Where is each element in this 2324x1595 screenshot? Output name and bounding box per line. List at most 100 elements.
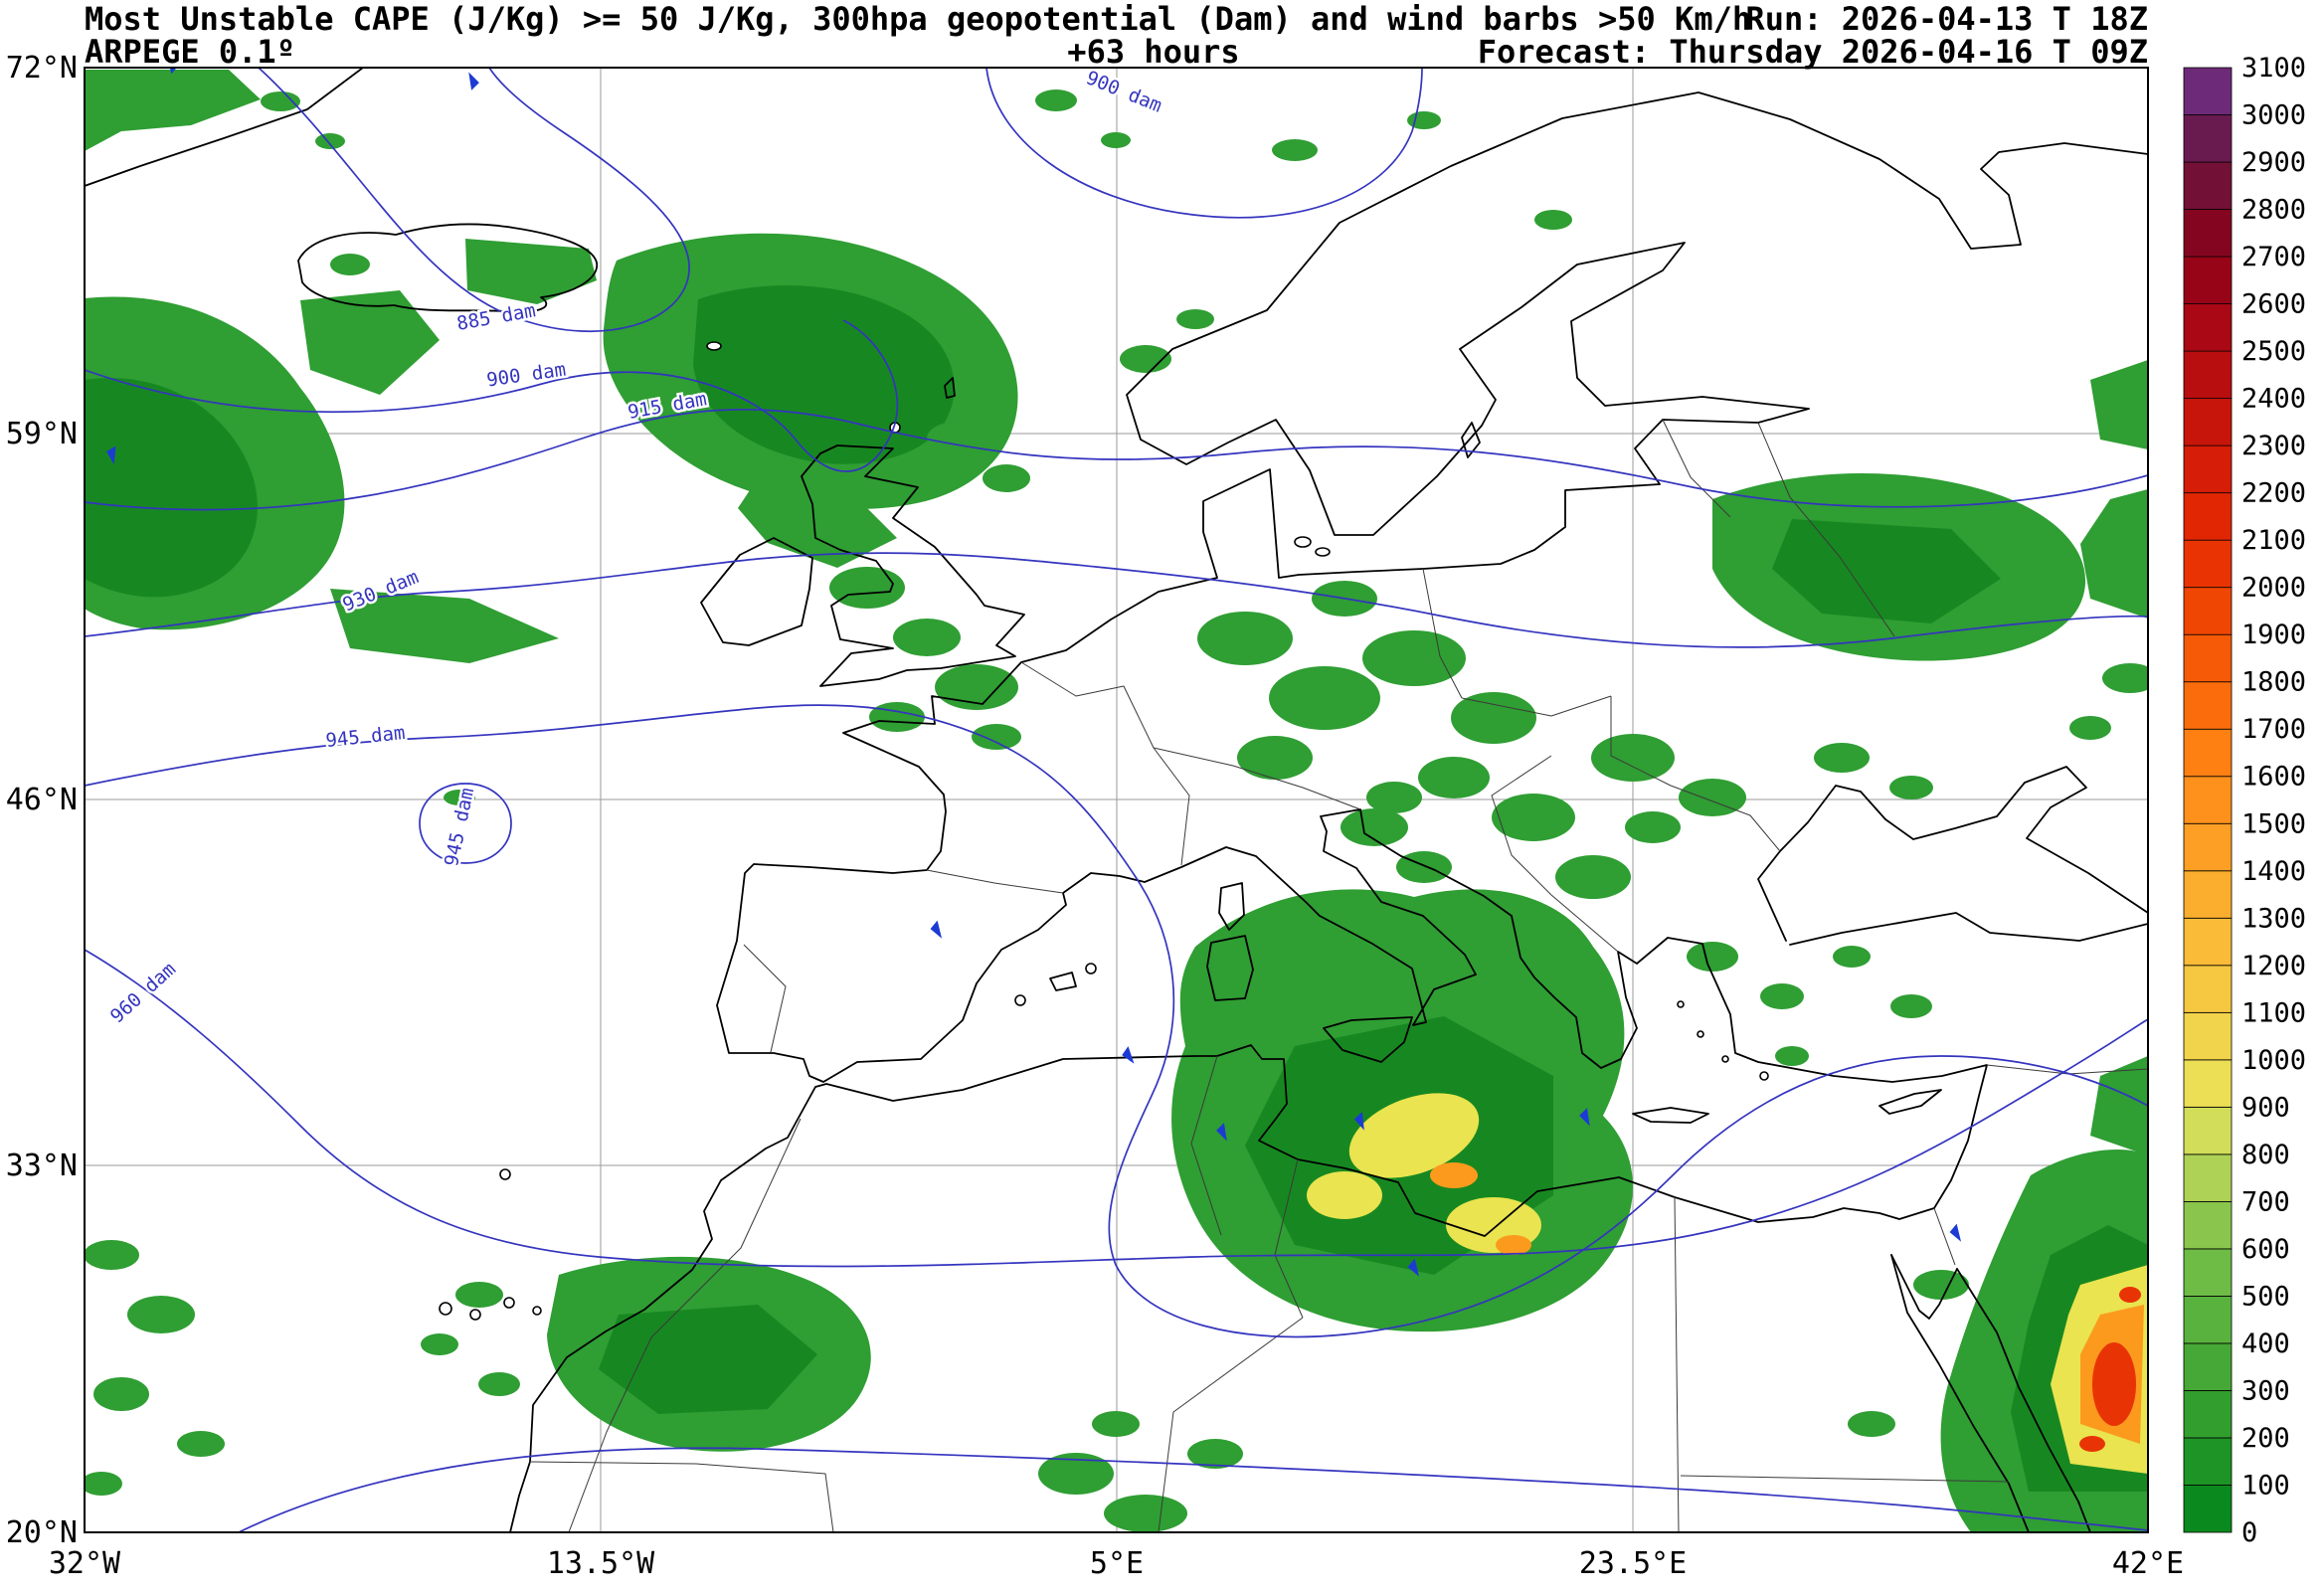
wind-barb [630, 189, 675, 234]
wind-barb [880, 1265, 900, 1315]
wind-barb [1226, 212, 1269, 259]
wind-barb [930, 900, 967, 939]
ibiza-island [1014, 994, 1026, 1006]
wind-barb [1820, 1349, 1835, 1397]
geopotential-contour-label: 900 dam [1083, 67, 1164, 116]
shetland-coast [944, 377, 956, 399]
wind-barb [1096, 741, 1147, 765]
wind-barb [1641, 161, 1688, 204]
geopotential-contour-label: 900 dam [485, 359, 567, 392]
zealand-island [1294, 536, 1312, 548]
canary-island-4 [532, 1306, 542, 1316]
colorbar-tick-label: 900 [2241, 1092, 2290, 1123]
model-label: ARPEGE 0.1º [85, 33, 295, 71]
wind-barb [467, 738, 515, 779]
colorbar-tick-label: 700 [2241, 1186, 2290, 1217]
wind-barb [1594, 1374, 1616, 1425]
colorbar-tick-label: 2800 [2241, 195, 2306, 226]
greenland-coast [85, 68, 364, 187]
colorbar-cell [2183, 398, 2233, 446]
wind-barb [1039, 402, 1089, 437]
colorbar-cell [2183, 681, 2233, 730]
canary-island-2 [469, 1309, 481, 1321]
colorbar-tick-label: 1800 [2241, 667, 2306, 698]
ireland-coast [700, 537, 813, 646]
colorbar-tick-label: 2000 [2241, 573, 2306, 604]
colorbar-tick-label: 200 [2241, 1423, 2290, 1454]
lead-time-label: +63 hours [1067, 33, 1239, 71]
longitude-tick-label: 13.5°W [547, 1546, 655, 1581]
colorbar-tick-label: 600 [2241, 1234, 2290, 1265]
wind-barb [864, 753, 915, 781]
colorbar-cell [2183, 303, 2233, 352]
wind-barb [514, 116, 555, 164]
colorbar-tick-label: 100 [2241, 1470, 2290, 1501]
wind-barb [1949, 1203, 1986, 1242]
colorbar-cell [2183, 350, 2233, 400]
wind-barb [883, 1414, 900, 1463]
colorbar-cell [2183, 444, 2233, 494]
colorbar-cell [2183, 161, 2233, 210]
colorbar-tick-label: 1200 [2241, 951, 2306, 981]
wind-barb [450, 532, 501, 559]
colorbar-tick-label: 1700 [2241, 714, 2306, 745]
canary-island-1 [439, 1302, 452, 1316]
red-sea-arabia-coast [1956, 1268, 2091, 1532]
colorbar-tick-label: 2700 [2241, 242, 2306, 272]
wind-barb [1521, 1443, 1540, 1492]
latitude-tick-label: 46°N [6, 783, 78, 817]
colorbar-cell [2183, 870, 2233, 919]
wind-barb [1341, 112, 1383, 159]
latitude-tick-label: 20°N [6, 1515, 78, 1550]
wind-barb [712, 164, 761, 204]
wind-barb [1721, 285, 1745, 336]
colorbar-tick-label: 1100 [2241, 997, 2306, 1028]
wind-barb [245, 1382, 279, 1432]
colorbar-tick-label: 2100 [2241, 525, 2306, 556]
wind-barb [136, 1245, 177, 1293]
colorbar-cell [2183, 633, 2233, 683]
eurasia-africa-coast [509, 91, 2148, 1532]
colorbar-cell [2183, 776, 2233, 824]
cyprus-coast [1878, 1089, 1942, 1115]
wind-barb [335, 686, 386, 710]
colorbar-tick-label: 2900 [2241, 147, 2306, 178]
canary-island-3 [503, 1297, 515, 1309]
wind-barb [1044, 1273, 1066, 1323]
colorbar-cell [2183, 492, 2233, 541]
wind-barb [509, 602, 559, 621]
colorbar-cell [2183, 1248, 2233, 1297]
colorbar-cell [2183, 917, 2233, 967]
wind-barb [1679, 1325, 1696, 1373]
run-label: Run: 2026-04-13 T 18Z [1745, 0, 2148, 38]
great-britain-coast [801, 444, 1025, 687]
wind-barb [385, 1414, 426, 1462]
wind-barb [839, 68, 884, 94]
black-sea-south-coast [1789, 912, 2148, 946]
wind-barb [1812, 1323, 1853, 1370]
wind-barb [220, 686, 270, 720]
colorbar-cell [2183, 256, 2233, 304]
aegean-island-1 [1677, 1000, 1685, 1008]
colorbar-tick-label: 300 [2241, 1375, 2290, 1406]
wind-barb [534, 759, 584, 796]
cape-shaded-regions [85, 70, 2148, 1532]
colorbar-tick-label: 1900 [2241, 620, 2306, 650]
wind-barb [649, 127, 692, 174]
colorbar-tick-label: 500 [2241, 1281, 2290, 1312]
wind-barb [1830, 348, 1850, 398]
wind-barb [1119, 1344, 1139, 1394]
colorbar-cell [2183, 822, 2233, 872]
wind-barb [1871, 1144, 1907, 1193]
wind-barb [589, 83, 638, 119]
map-frame [84, 67, 2149, 1533]
wind-barb [1230, 489, 1278, 530]
colorbar-cell [2183, 728, 2233, 778]
wind-barb [980, 800, 1029, 820]
sinai-coast [1890, 1254, 1958, 1320]
latitude-tick-label: 72°N [6, 51, 78, 86]
wind-barb [492, 171, 539, 214]
aegean-island-2 [1697, 1030, 1704, 1038]
wind-barb [1283, 1352, 1304, 1402]
rhodes-island [1759, 1071, 1769, 1081]
